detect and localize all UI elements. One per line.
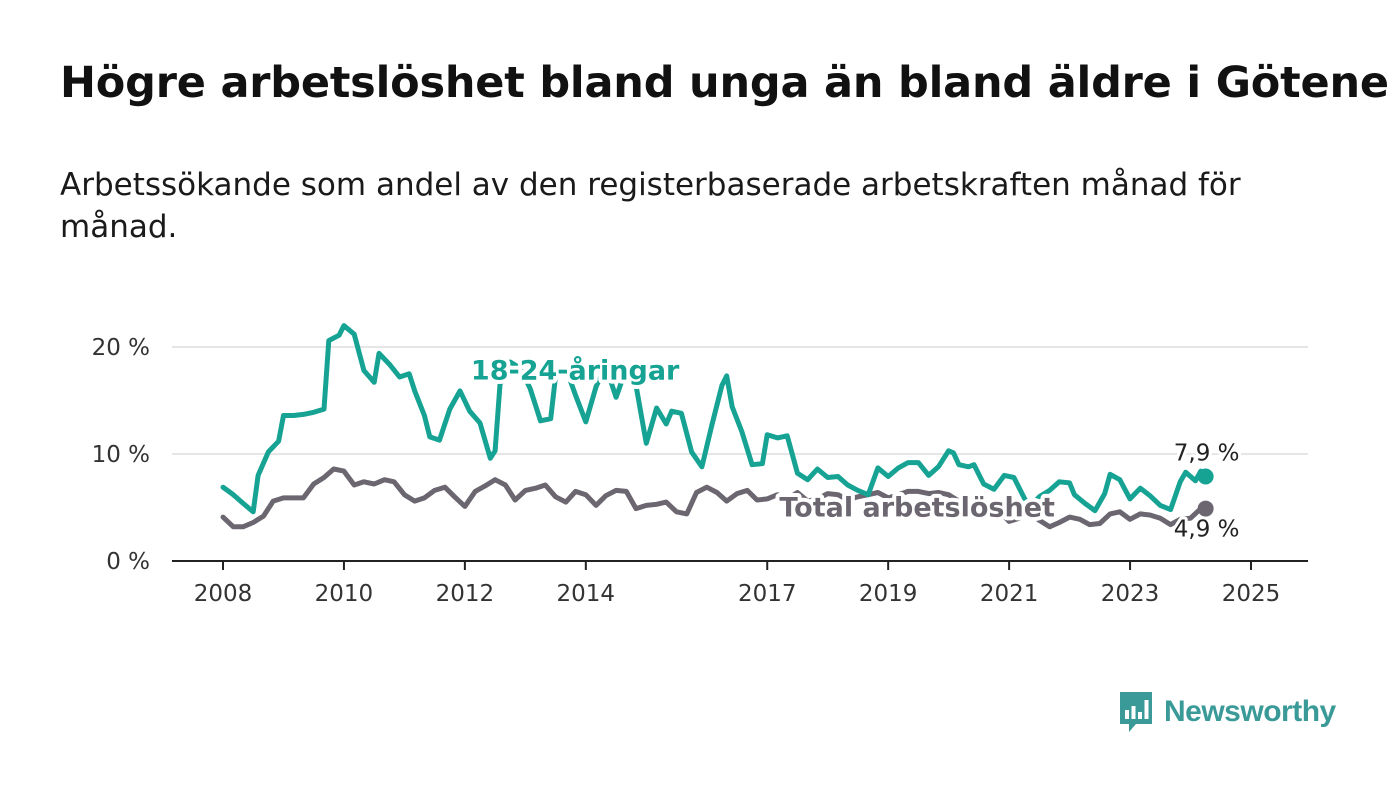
series-lines	[220, 323, 1214, 530]
end-value-label: 4,9 %	[1174, 517, 1240, 543]
series-line-total-arbetsl-shet	[220, 466, 1209, 530]
x-tick-label: 2019	[859, 581, 918, 607]
y-tick-label: 0 %	[106, 549, 150, 575]
chart-title: Högre arbetslöshet bland unga än bland ä…	[60, 58, 1389, 108]
y-axis-ticks: 0 % 10 % 20 %	[92, 335, 150, 575]
x-axis-ticks: 2008 2010 2012 2014 2017 2019 2021 2023 2025	[194, 561, 1281, 607]
x-tick-label: 2012	[436, 581, 495, 607]
bar-chart-speech-bubble-icon	[1120, 692, 1152, 732]
series-labels: 18-24-åringar 7,9 % Total arbetslöshet 4,9 …	[467, 351, 1243, 546]
chart-subtitle: Arbetssökande som andel av den registerb…	[60, 167, 1241, 245]
end-point-marker	[1197, 468, 1214, 485]
y-tick-label: 20 %	[92, 335, 150, 361]
x-tick-label: 2023	[1101, 581, 1160, 607]
end-point-marker	[1197, 500, 1214, 517]
y-tick-label: 10 %	[92, 442, 150, 468]
x-tick-label: 2014	[557, 581, 616, 607]
series-line-18-24-ringar	[220, 323, 1209, 515]
x-tick-label: 2010	[315, 581, 374, 607]
x-tick-label: 2021	[980, 581, 1039, 607]
series-label: 18-24-åringar	[471, 355, 680, 387]
newsworthy-logo: Newsworthy	[1118, 690, 1336, 734]
gridlines	[172, 346, 1308, 455]
x-tick-label: 2008	[194, 581, 253, 607]
logo-text: Newsworthy	[1164, 695, 1336, 728]
x-tick-label: 2025	[1222, 581, 1281, 607]
series-label: Total arbetslöshet	[779, 493, 1055, 524]
end-value-label: 7,9 %	[1174, 440, 1240, 466]
x-tick-label: 2017	[738, 581, 797, 607]
